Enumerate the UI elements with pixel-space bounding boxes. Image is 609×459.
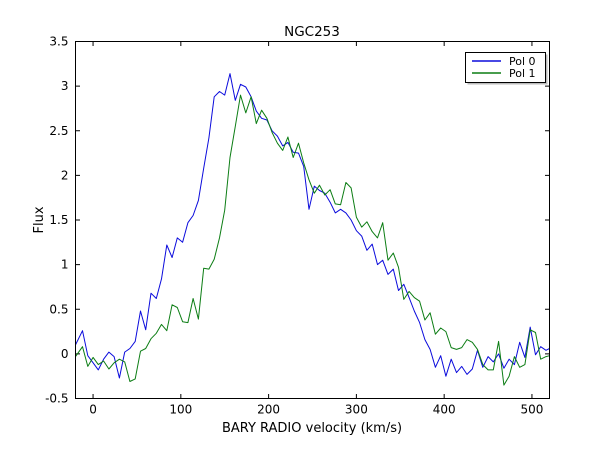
legend-label-pol1: Pol 1 (509, 67, 536, 80)
axis-ticks (75, 41, 550, 399)
x-tick-label: 0 (89, 403, 97, 417)
y-tick-label: 2 (61, 168, 69, 182)
y-tick-label: 3 (61, 79, 69, 93)
x-tick-label: 100 (169, 403, 192, 417)
series-line-pol-1 (75, 94, 550, 386)
x-tick-label: 400 (433, 403, 456, 417)
x-axis-label: BARY RADIO velocity (km/s) (222, 421, 402, 436)
axis-tick-labels: 0 100 200 300 400 500 -0.5 0 0.5 1 1.5 2 2.5 3 3.5 (45, 35, 543, 417)
plot-title: NGC253 (284, 24, 340, 40)
series-line-pol-0 (75, 73, 550, 379)
plot-frame (75, 41, 550, 399)
y-tick-label: 2.5 (49, 124, 68, 138)
x-tick-label: 300 (345, 403, 368, 417)
y-tick-label: 3.5 (49, 35, 68, 49)
x-tick-label: 500 (520, 403, 543, 417)
y-tick-label: 0 (61, 347, 69, 361)
legend-box (465, 52, 546, 83)
y-tick-label: -0.5 (45, 392, 68, 406)
y-tick-label: 1.5 (49, 213, 68, 227)
x-tick-label: 200 (257, 403, 280, 417)
legend-label-pol0: Pol 0 (509, 55, 536, 68)
y-tick-label: 1 (61, 258, 69, 272)
legend: Pol 0 Pol 1 (465, 52, 548, 85)
y-axis-label: Flux (32, 206, 47, 233)
series-lines (75, 73, 550, 386)
y-tick-label: 0.5 (49, 302, 68, 316)
